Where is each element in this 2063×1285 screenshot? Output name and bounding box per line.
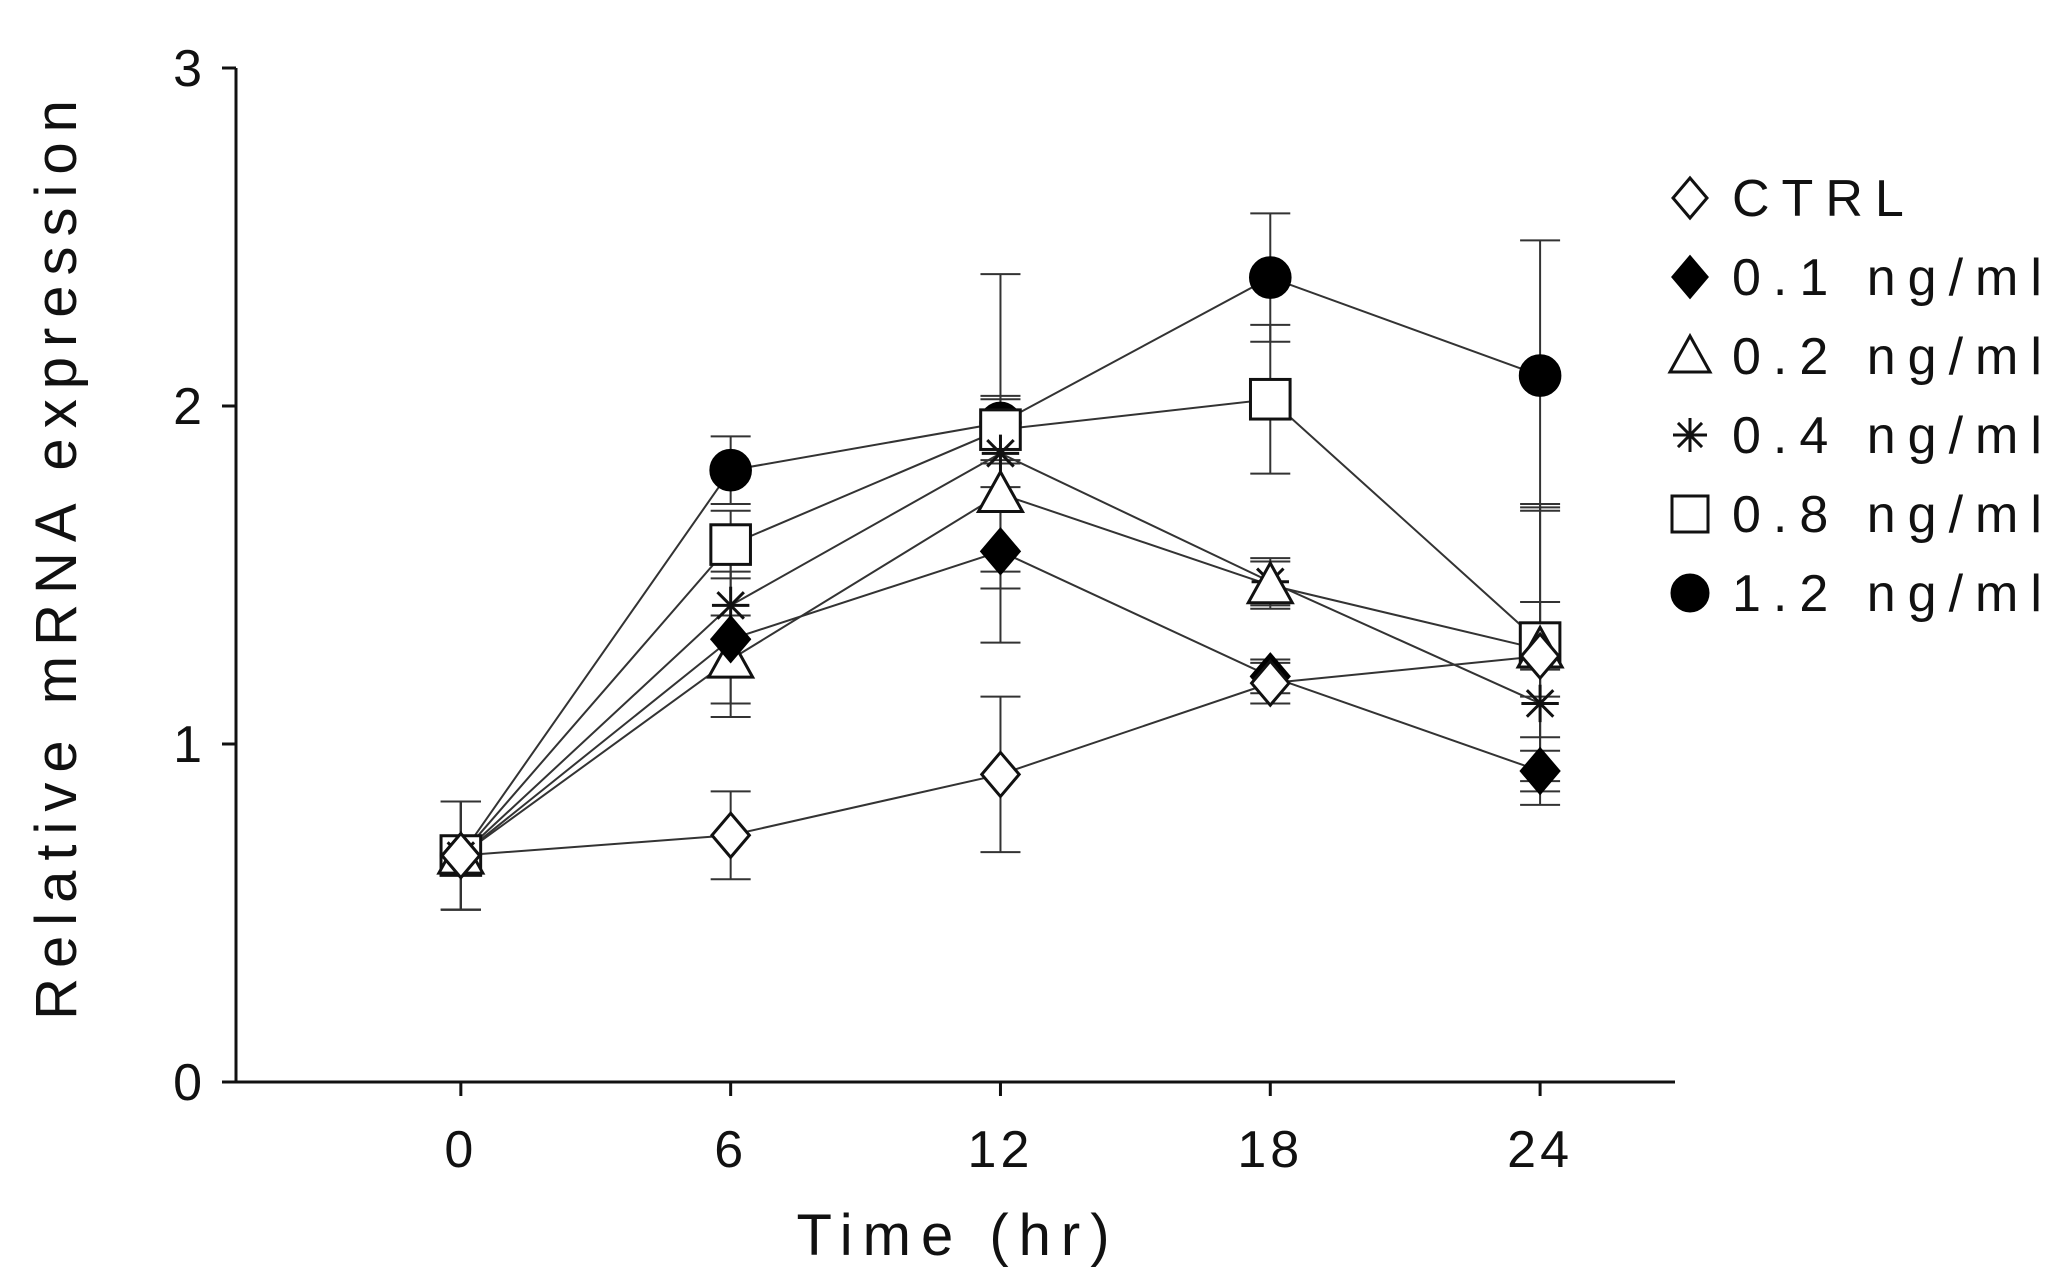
circle-filled-shape (1248, 256, 1292, 299)
legend-label: 0.8 ng/ml (1732, 486, 2054, 544)
data-point (1245, 560, 1295, 605)
x-tick-label: 0 (444, 1121, 477, 1179)
data-point (1518, 354, 1562, 397)
diamond-open-shape (1519, 631, 1561, 681)
y-tick-label: 3 (173, 40, 206, 98)
square-open-shape (1248, 377, 1292, 421)
data-point (709, 614, 752, 664)
legend-marker (1671, 175, 1709, 221)
data-point (979, 750, 1022, 799)
legend-label: CTRL (1732, 170, 1916, 228)
data-point (709, 448, 752, 492)
x-axis-label: Time (hr) (796, 1203, 1119, 1268)
data-point (1519, 631, 1561, 681)
triangle-open-shape (975, 468, 1026, 513)
legend-item: 0.1 ng/ml (1671, 249, 2054, 307)
data-point (709, 810, 752, 860)
x-tick-label: 12 (968, 1121, 1034, 1179)
diamond-filled-shape (979, 527, 1022, 576)
y-tick-label: 2 (173, 378, 206, 436)
circle-filled-shape (1670, 573, 1710, 613)
legend-item: CTRL (1671, 170, 1916, 228)
legend-marker (1670, 573, 1710, 613)
asterisk-stroke (1676, 421, 1704, 449)
legend-marker (1673, 418, 1707, 452)
data-point (1248, 256, 1292, 299)
legend-label: 1.2 ng/ml (1732, 565, 2054, 623)
x-tick-label: 24 (1507, 1121, 1573, 1179)
diamond-filled-shape (1519, 746, 1561, 796)
data-point (1521, 684, 1559, 723)
data-markers (436, 256, 1565, 880)
data-point (981, 434, 1020, 473)
asterisk-stroke (716, 591, 745, 620)
data-point (709, 523, 752, 566)
data-point (979, 527, 1022, 576)
legend: CTRL 0.1 ng/ml 0.2 ng/ml 0.4 ng/ml 0.8 ng/ml… (1667, 170, 2054, 623)
legend-label: 0.4 ng/ml (1732, 407, 2054, 465)
data-point (1248, 377, 1292, 421)
legend-label: 0.1 ng/ml (1732, 249, 2054, 307)
circle-filled-shape (709, 448, 752, 492)
legend-item: 0.4 ng/ml (1673, 407, 2054, 465)
legend-item: 0.2 ng/ml (1667, 328, 2054, 386)
legend-item: 0.8 ng/ml (1670, 486, 2054, 544)
diamond-open-shape (979, 750, 1022, 799)
data-point (1249, 658, 1291, 708)
legend-item: 1.2 ng/ml (1670, 565, 2054, 623)
x-tick-label: 6 (714, 1121, 747, 1179)
legend-marker (1671, 254, 1709, 300)
y-axis-label: Relative mRNA expression (24, 90, 89, 1020)
asterisk-stroke (1525, 689, 1555, 718)
legend-marker (1667, 332, 1713, 374)
square-open-shape (1670, 494, 1710, 534)
legend-marker (1670, 494, 1710, 534)
diamond-open-shape (440, 831, 482, 880)
triangle-open-shape (1667, 332, 1713, 374)
diamond-filled-shape (1671, 254, 1709, 300)
diamond-open-shape (709, 810, 752, 860)
diamond-open-shape (1671, 175, 1709, 221)
y-tick-label: 1 (173, 716, 206, 774)
circle-filled-shape (1518, 354, 1562, 397)
diamond-filled-shape (709, 614, 752, 664)
square-open-shape (709, 523, 752, 566)
data-point (1519, 746, 1561, 796)
diamond-open-shape (1249, 658, 1291, 708)
data-point (440, 831, 482, 880)
legend-label: 0.2 ng/ml (1732, 328, 2054, 386)
triangle-open-shape (1245, 560, 1295, 605)
y-tick-label: 0 (173, 1054, 206, 1112)
asterisk-stroke (986, 439, 1015, 468)
data-point (975, 468, 1026, 513)
x-tick-label: 18 (1237, 1121, 1303, 1179)
